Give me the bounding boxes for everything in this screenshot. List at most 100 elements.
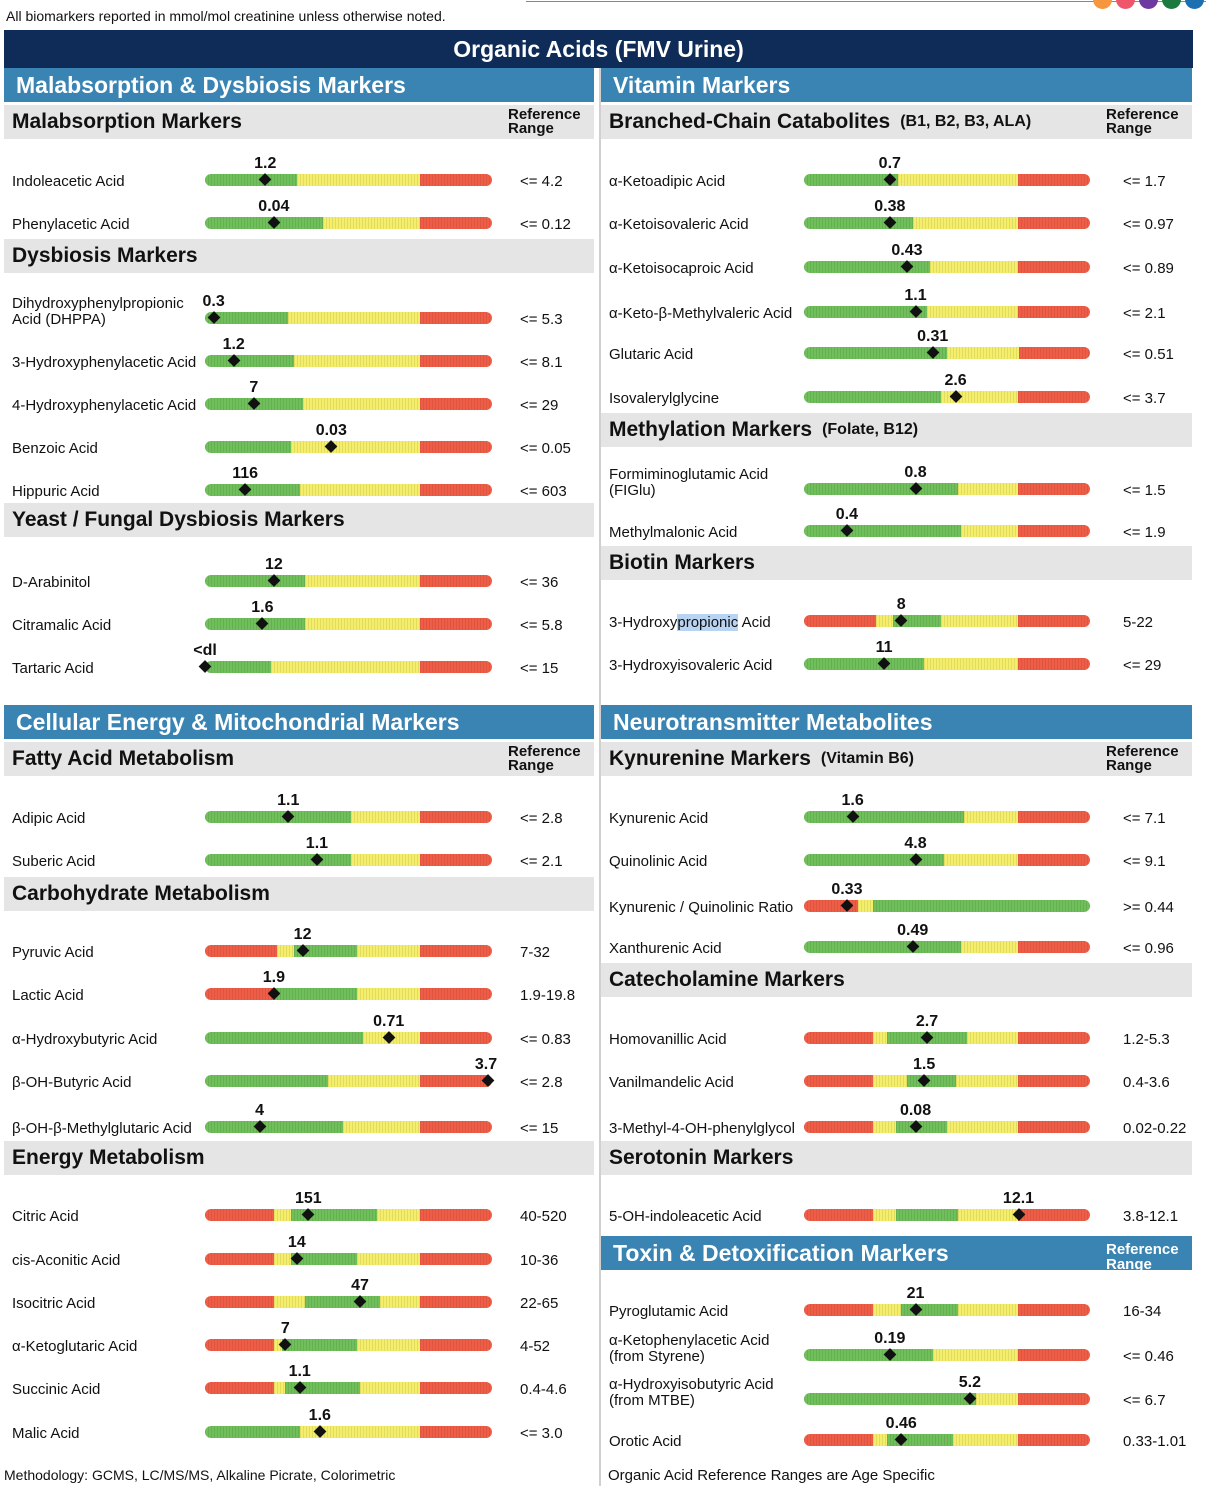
reference-range: <= 0.96 [1123, 940, 1174, 957]
marker-row: Vanilmandelic Acid 1.5 0.4-3.6 [0, 1051, 1206, 1091]
zone-borderline [958, 483, 1019, 495]
reference-range: <= 2.8 [520, 810, 563, 827]
reference-range: <= 7.1 [1123, 810, 1166, 827]
marker-name: Kynurenic / Quinolinic Ratio [609, 899, 794, 916]
result-value: 0.3 [202, 293, 225, 310]
result-value: 14 [287, 1234, 306, 1251]
marker-name: D-Arabinitol [12, 574, 91, 591]
sub-title: Fatty Acid Metabolism [12, 747, 235, 770]
sub-title: Branched-Chain Catabolites [609, 110, 891, 133]
zone-normal [895, 1209, 959, 1221]
zone-borderline [872, 1434, 887, 1446]
zone-normal [804, 941, 962, 953]
range-bar [804, 1434, 1090, 1446]
marker-row: Pyroglutamic Acid 21 16-34 [0, 1280, 1206, 1320]
zone-high [1018, 1393, 1090, 1405]
reference-range: 16-34 [1123, 1303, 1162, 1320]
zone-borderline [941, 615, 1019, 627]
result-value: 2.7 [915, 1013, 939, 1030]
result-value: 0.31 [917, 328, 949, 345]
zone-borderline [328, 1075, 421, 1087]
zone-high [420, 661, 492, 673]
range-bar [804, 391, 1090, 403]
zone-borderline [964, 811, 1019, 823]
zone-borderline [305, 575, 421, 587]
sub-fatty-acid: Fatty Acid Metabolism Reference Range [4, 742, 594, 776]
marker-name: Methylmalonic Acid [609, 524, 738, 541]
zone-borderline [322, 217, 421, 229]
range-bar [205, 661, 492, 673]
section-title: Cellular Energy & Mitochondrial Markers [16, 708, 460, 735]
reference-range: <= 0.97 [1123, 216, 1174, 233]
zone-normal [205, 484, 300, 496]
zone-borderline [926, 306, 1019, 318]
result-value: 0.4 [835, 506, 859, 523]
marker-row: Pyruvic Acid 12 7-32 [0, 921, 1206, 961]
marker-row: α-Ketoglutaric Acid 7 4-52 [0, 1315, 1206, 1355]
sub-title: Energy Metabolism [12, 1146, 205, 1169]
zone-borderline [351, 811, 421, 823]
marker-row: Formiminoglutamic Acid (FIGlu) 0.8 <= 1.5 [0, 459, 1206, 499]
reference-range: <= 0.46 [1123, 1348, 1174, 1365]
marker-row: α-Ketoisovaleric Acid 0.38 <= 0.97 [0, 193, 1206, 233]
section-cellular-energy: Cellular Energy & Mitochondrial Markers [4, 705, 594, 739]
marker-row: D-Arabinitol 12 <= 36 [0, 551, 1206, 591]
reference-range: <= 9.1 [1123, 853, 1166, 870]
zone-borderline [924, 658, 1019, 670]
section-vitamin: Vitamin Markers [601, 68, 1192, 102]
marker-name: Isovalerylglycine [609, 390, 720, 407]
marker-name: Pyruvic Acid [12, 944, 94, 961]
result-value: 12.1 [1002, 1190, 1035, 1207]
marker-name: 5-OH-indoleacetic Acid [609, 1208, 762, 1225]
range-bar [205, 1121, 492, 1133]
reference-range: 4-52 [520, 1338, 551, 1355]
zone-high [1018, 174, 1090, 186]
result-value: 1.9 [262, 969, 285, 986]
range-bar [205, 484, 492, 496]
zone-high [1018, 811, 1090, 823]
range-bar [804, 1393, 1090, 1405]
section-title: Malabsorption & Dysbiosis Markers [16, 71, 406, 98]
marker-name: α-Ketoglutaric Acid [12, 1338, 138, 1355]
marker-name: Quinolinic Acid [609, 853, 708, 870]
marker-row: Isocitric Acid 47 22-65 [0, 1272, 1206, 1312]
marker-row: Methylmalonic Acid 0.4 <= 1.9 [0, 501, 1206, 541]
marker-row: Homovanillic Acid 2.7 1.2-5.3 [0, 1008, 1206, 1048]
column-divider [599, 68, 601, 1486]
zone-borderline [351, 854, 421, 866]
zone-high [420, 441, 492, 453]
sub-branched-chain: Branched-Chain Catabolites (B1, B2, B3, … [601, 105, 1192, 139]
top-rule [526, 1, 1206, 2]
section-neurotransmitter: Neurotransmitter Metabolites [601, 705, 1192, 739]
result-value: 1.5 [912, 1056, 936, 1073]
range-bar [205, 1209, 492, 1221]
marker-row: Dihydroxyphenylpropionic Acid (DHPPA) 0.3… [0, 288, 1206, 328]
zone-high [420, 484, 492, 496]
range-bar [205, 575, 492, 587]
zone-normal [906, 1075, 956, 1087]
marker-row: cis-Aconitic Acid 14 10-36 [0, 1229, 1206, 1269]
reference-range: 1.9-19.8 [520, 987, 576, 1004]
marker-name: Hippuric Acid [12, 483, 100, 500]
marker-row: Indoleacetic Acid 1.2 <= 4.2 [0, 150, 1206, 190]
range-bar [205, 811, 492, 823]
zone-high [420, 1426, 492, 1438]
marker-name: α-Keto-β-Methylvaleric Acid [609, 305, 793, 322]
reference-range: 10-36 [520, 1252, 559, 1269]
result-value: 21 [906, 1285, 925, 1302]
result-value: 0.49 [897, 922, 929, 939]
section-title: Neurotransmitter Metabolites [613, 708, 933, 735]
marker-name: Adipic Acid [12, 810, 86, 827]
reference-range: <= 2.1 [520, 853, 563, 870]
marker-row: Citramalic Acid 1.6 <= 5.8 [0, 594, 1206, 634]
zone-borderline [357, 945, 421, 957]
sub-title: Methylation Markers [609, 418, 813, 441]
sub-yeast-fungal: Yeast / Fungal Dysbiosis Markers [4, 503, 594, 537]
reference-range: <= 0.05 [520, 440, 571, 457]
zone-normal [282, 1339, 358, 1351]
zone-high [420, 355, 492, 367]
zone-high [420, 988, 492, 1000]
result-value: 0.33 [831, 881, 863, 898]
zone-normal [804, 391, 942, 403]
sub-title: Dysbiosis Markers [12, 244, 198, 267]
